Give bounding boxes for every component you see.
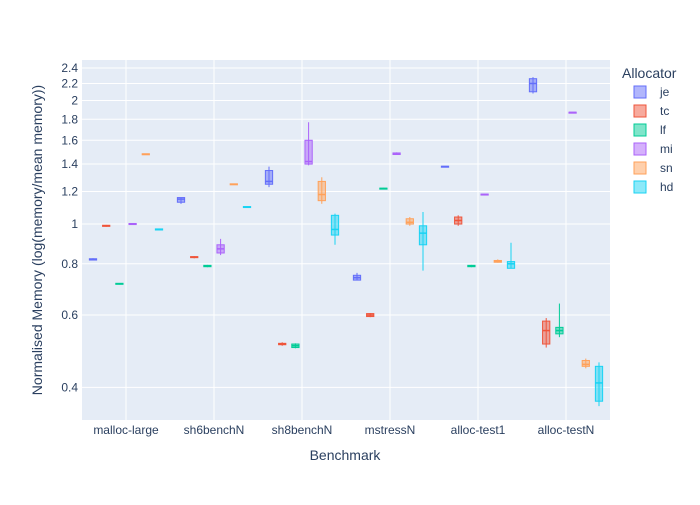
legend-swatch [633,85,647,99]
y-tick-label: 1 [71,217,78,231]
legend-swatch [633,142,647,156]
box [506,261,516,269]
plot-background [82,60,610,420]
y-tick-label: 1.4 [61,157,78,171]
x-tick-label: sh8benchN [272,423,333,437]
legend-title: Allocator [622,65,677,81]
box [594,365,604,402]
box [304,139,313,165]
x-tick-label: alloc-testN [538,423,595,437]
box [581,359,590,367]
box [330,214,340,236]
y-tick-label: 2.2 [61,76,78,90]
legend-label: hd [660,180,673,194]
box [176,197,186,203]
legend-swatch [633,104,647,118]
legend-swatch [633,161,647,175]
y-axis-title: Normalised Memory (log(memory/mean memor… [29,85,45,395]
box [528,78,538,93]
x-tick-label: sh6benchN [184,423,245,437]
y-tick-label: 2 [71,93,78,107]
box [405,218,414,225]
x-tick-label: mstressN [365,423,416,437]
box [418,225,428,246]
x-tick-label: alloc-test1 [451,423,506,437]
box [542,320,551,345]
box [264,170,274,185]
y-tick-label: 1.6 [61,133,78,147]
legend-label: tc [660,104,669,118]
legend-swatch [633,180,647,194]
y-tick-label: 2.4 [61,61,78,75]
x-tick-label: malloc-large [93,423,159,437]
legend-label: sn [660,161,673,175]
y-tick-label: 1.8 [61,112,78,126]
y-tick-label: 0.6 [61,308,78,322]
x-axis-title: Benchmark [310,447,382,463]
legend-label: lf [660,123,667,137]
y-tick-label: 0.8 [61,257,78,271]
y-tick-label: 0.4 [61,380,78,394]
legend-swatch [633,123,647,137]
y-tick-label: 1.2 [61,185,78,199]
legend-label: mi [660,142,673,156]
legend-label: je [659,85,670,99]
box [317,180,326,202]
